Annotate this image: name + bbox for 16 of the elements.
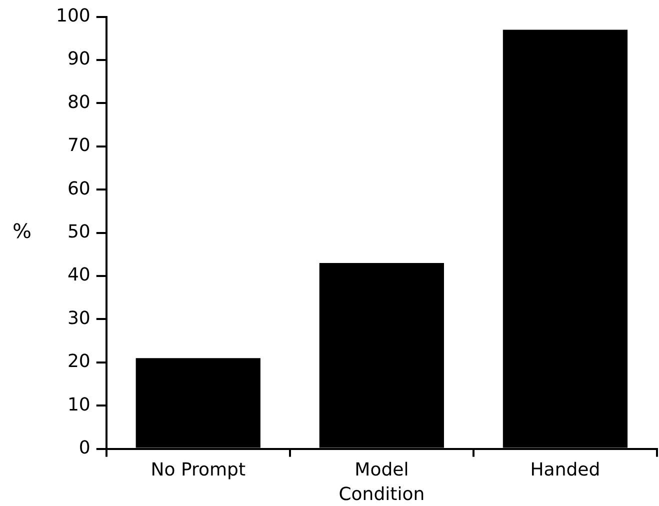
y-tick-label: 60 (67, 178, 90, 200)
y-tick-label: 40 (67, 264, 90, 286)
y-tick-label: 100 (56, 5, 90, 26)
y-axis-title: % (12, 219, 32, 244)
y-tick-label: 90 (67, 48, 90, 70)
y-tick-label: 10 (67, 394, 90, 416)
y-tick-label: 50 (67, 221, 90, 242)
x-tick-label: Handed (530, 459, 600, 480)
y-tick-label: 0 (78, 437, 90, 458)
x-tick-label: Model (354, 459, 409, 480)
x-tick-label: No Prompt (150, 459, 246, 480)
y-tick-label: 20 (67, 351, 90, 372)
y-tick-label: 30 (67, 308, 90, 329)
x-axis-title: Condition (338, 484, 425, 505)
y-tick-label: 70 (67, 135, 90, 156)
y-tick-label: 80 (67, 92, 90, 113)
